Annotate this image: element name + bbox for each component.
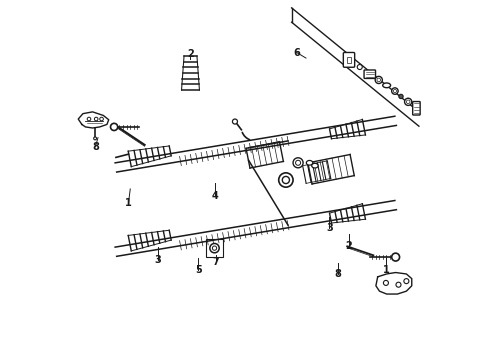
Text: 3: 3 [326, 224, 333, 233]
Bar [347, 57, 351, 63]
Circle shape [279, 173, 293, 187]
Text: 1: 1 [383, 265, 390, 275]
Circle shape [232, 119, 238, 124]
Bar [205, 239, 223, 257]
Circle shape [375, 76, 382, 84]
Ellipse shape [312, 163, 318, 168]
Circle shape [293, 158, 303, 168]
Circle shape [357, 64, 362, 69]
Polygon shape [376, 273, 412, 294]
Text: 6: 6 [294, 48, 300, 58]
Text: 5: 5 [195, 265, 202, 275]
Text: 8: 8 [92, 141, 99, 152]
Text: 1: 1 [125, 198, 132, 208]
Text: 3: 3 [155, 255, 162, 265]
Circle shape [94, 137, 97, 140]
Polygon shape [78, 112, 109, 128]
Circle shape [210, 243, 219, 253]
Ellipse shape [383, 83, 391, 88]
FancyBboxPatch shape [413, 102, 420, 115]
Circle shape [392, 253, 399, 261]
Text: 2: 2 [345, 241, 352, 251]
Circle shape [405, 98, 412, 105]
FancyBboxPatch shape [364, 70, 375, 78]
FancyBboxPatch shape [343, 53, 355, 67]
Text: 7: 7 [212, 257, 219, 267]
Circle shape [399, 94, 403, 99]
Circle shape [392, 88, 398, 94]
Text: 8: 8 [334, 269, 341, 279]
Text: 4: 4 [211, 191, 218, 201]
Text: 2: 2 [187, 49, 194, 59]
Circle shape [111, 123, 118, 131]
Ellipse shape [306, 161, 313, 165]
